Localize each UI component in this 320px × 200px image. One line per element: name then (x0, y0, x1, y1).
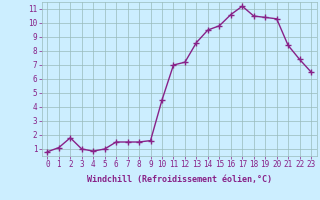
X-axis label: Windchill (Refroidissement éolien,°C): Windchill (Refroidissement éolien,°C) (87, 175, 272, 184)
